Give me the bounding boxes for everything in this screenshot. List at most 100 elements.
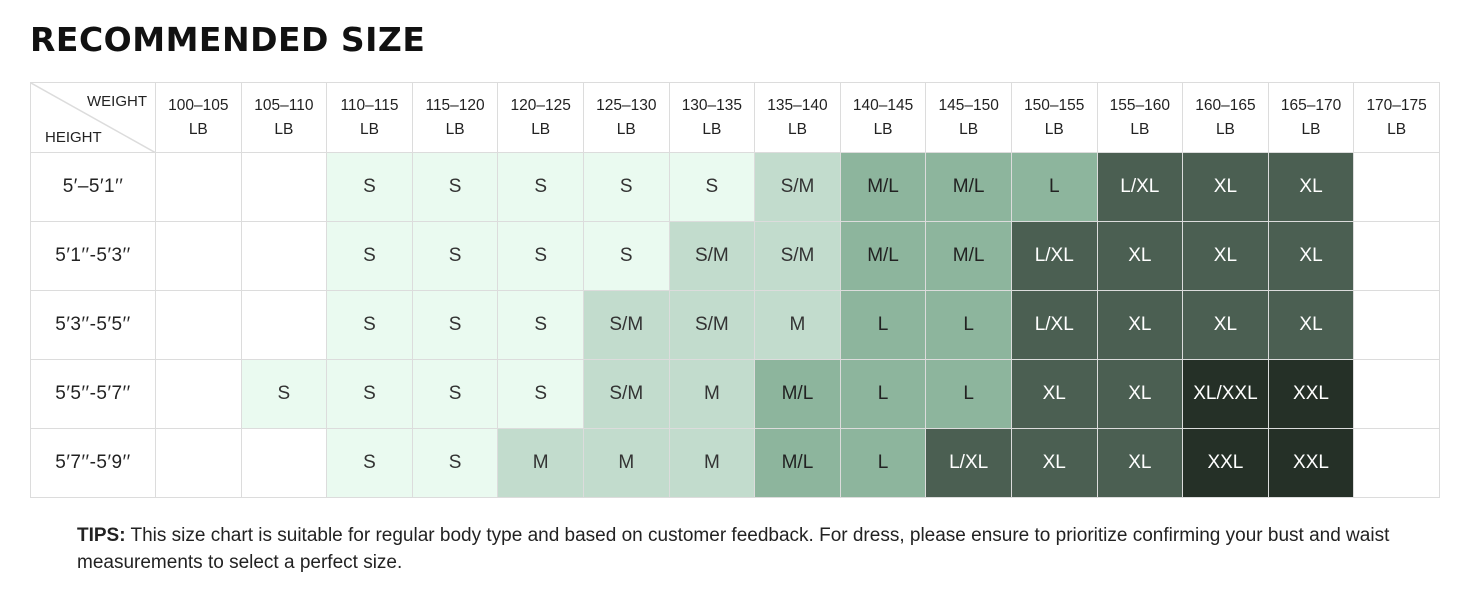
tips-note: TIPS: This size chart is suitable for re…: [77, 522, 1417, 576]
size-cell: XL: [1267, 221, 1355, 291]
table-row: 5′3′′-5′5′′ S S S S/M S/M M L L L/XL XL XL XL: [30, 290, 1440, 360]
weight-unit: LB: [959, 120, 979, 138]
weight-column-header: 150–155 LB: [1010, 82, 1098, 153]
size-cell: [155, 221, 242, 291]
size-cell: M/L: [754, 428, 841, 498]
size-cell: [155, 428, 242, 498]
weight-unit: LB: [1130, 120, 1150, 138]
size-cell: M/L: [925, 221, 1012, 291]
size-cell: XL: [1267, 152, 1355, 222]
weight-axis-label: WEIGHT: [87, 93, 147, 110]
size-cell: XL: [1096, 221, 1184, 291]
weight-unit: LB: [531, 120, 551, 138]
size-cell: [1353, 428, 1440, 498]
size-cell: [155, 359, 242, 429]
size-cell: S/M: [754, 221, 841, 291]
size-cell: M/L: [925, 152, 1012, 222]
size-cell: L/XL: [925, 428, 1012, 498]
size-cell: S: [326, 359, 413, 429]
size-cell: S: [582, 152, 670, 222]
size-cell: S/M: [582, 359, 670, 429]
weight-column-header: 165–170 LB: [1267, 82, 1355, 153]
size-cell: S: [497, 359, 584, 429]
weight-column-header: 100–105 LB: [155, 82, 242, 153]
weight-unit: LB: [1387, 120, 1407, 138]
size-cell: M: [582, 428, 670, 498]
size-cell: M: [497, 428, 584, 498]
size-chart-body: 5′–5′1′′ S S S S S S/M M/L M/L L L/XL XL XL 5′1′′-5′3…: [30, 152, 1440, 498]
weight-column-header: 140–145 LB: [839, 82, 927, 153]
tips-text: This size chart is suitable for regular …: [77, 525, 1390, 573]
size-cell: XXL: [1182, 428, 1269, 498]
size-cell: S: [411, 152, 499, 222]
table-row: 5′5′′-5′7′′ S S S S S/M M M/L L L XL XL XL/XXL XXL: [30, 359, 1440, 429]
size-cell: L/XL: [1010, 290, 1098, 360]
size-cell: XL: [1182, 152, 1269, 222]
size-cell: M/L: [839, 221, 927, 291]
size-cell: L: [839, 359, 927, 429]
diagonal-divider-icon: [31, 83, 156, 153]
size-cell: S/M: [754, 152, 841, 222]
weight-range: 135–140: [767, 96, 828, 114]
weight-unit: LB: [787, 120, 807, 138]
size-cell: S/M: [668, 290, 756, 360]
size-cell: S: [497, 290, 584, 360]
weight-column-header: 135–140 LB: [754, 82, 841, 153]
weight-unit: LB: [1301, 120, 1321, 138]
size-cell: L/XL: [1010, 221, 1098, 291]
size-cell: XL/XXL: [1182, 359, 1269, 429]
weight-unit: LB: [1215, 120, 1235, 138]
weight-unit: LB: [873, 120, 893, 138]
weight-range: 130–135: [681, 96, 743, 114]
size-cell: S: [411, 290, 499, 360]
size-cell: [1353, 152, 1440, 222]
tips-label: TIPS:: [77, 525, 126, 546]
height-row-header: 5′7′′-5′9′′: [30, 428, 156, 498]
size-cell: [1353, 221, 1440, 291]
weight-range: 155–160: [1109, 96, 1170, 114]
size-cell: S: [497, 152, 584, 222]
size-cell: [240, 428, 328, 498]
weight-column-header: 110–115 LB: [326, 82, 413, 153]
size-cell: XL: [1182, 221, 1269, 291]
weight-column-header: 105–110 LB: [240, 82, 328, 153]
weight-range: 150–155: [1024, 96, 1085, 114]
weight-range: 100–105: [168, 96, 229, 114]
weight-column-header: 120–125 LB: [497, 82, 584, 153]
size-cell: S/M: [582, 290, 670, 360]
size-cell: XXL: [1267, 428, 1355, 498]
height-row-header: 5′–5′1′′: [30, 152, 156, 222]
size-cell: M: [754, 290, 841, 360]
size-cell: [240, 152, 328, 222]
weight-column-header: 130–135 LB: [668, 82, 756, 153]
weight-range: 125–130: [596, 96, 657, 114]
size-cell: [155, 152, 242, 222]
size-cell: S: [326, 221, 413, 291]
weight-column-header: 115–120 LB: [411, 82, 499, 153]
weight-column-header: 155–160 LB: [1096, 82, 1184, 153]
size-cell: S: [411, 359, 499, 429]
size-cell: L: [925, 290, 1012, 360]
corner-header: WEIGHT HEIGHT: [30, 82, 156, 153]
weight-column-header: 145–150 LB: [925, 82, 1012, 153]
size-cell: S: [326, 428, 413, 498]
size-cell: M/L: [754, 359, 841, 429]
weight-range: 165–170: [1280, 96, 1342, 114]
size-cell: XL: [1010, 359, 1098, 429]
table-row: 5′7′′-5′9′′ S S M M M M/L L L/XL XL XL XXL XXL: [30, 428, 1440, 498]
table-row: 5′–5′1′′ S S S S S S/M M/L M/L L L/XL XL XL: [30, 152, 1440, 222]
size-cell: L: [1010, 152, 1098, 222]
size-chart-table: WEIGHT HEIGHT 100–105 LB 105–110 LB 110–115 L…: [30, 82, 1440, 498]
size-cell: [1353, 359, 1440, 429]
size-cell: M/L: [839, 152, 927, 222]
weight-range: 160–165: [1195, 96, 1256, 114]
size-cell: [155, 290, 242, 360]
page-title: RECOMMENDED SIZE: [30, 20, 426, 59]
size-cell: S/M: [668, 221, 756, 291]
size-cell: XL: [1096, 290, 1184, 360]
size-cell: [1353, 290, 1440, 360]
size-cell: XL: [1010, 428, 1098, 498]
weight-unit: LB: [188, 120, 208, 138]
size-cell: S: [497, 221, 584, 291]
weight-unit: LB: [274, 120, 294, 138]
